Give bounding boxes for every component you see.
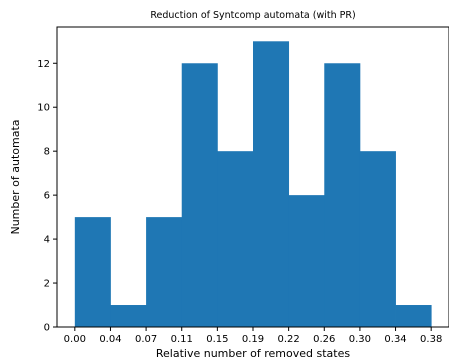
y-axis-title: Number of automata xyxy=(9,119,22,234)
bars-group xyxy=(74,41,432,327)
x-tick-label: 0.00 xyxy=(64,334,86,345)
y-tick-label: 12 xyxy=(37,59,50,70)
x-tick-label: 0.11 xyxy=(171,334,193,345)
x-tick-label: 0.07 xyxy=(135,334,157,345)
histogram-bar xyxy=(146,217,183,327)
x-tick-label: 0.26 xyxy=(313,334,335,345)
x-tick-label: 0.30 xyxy=(349,334,371,345)
histogram-bar xyxy=(74,217,111,327)
histogram-bar xyxy=(288,195,325,327)
x-tick-label: 0.34 xyxy=(384,334,406,345)
x-tick-label: 0.04 xyxy=(99,334,121,345)
x-tick-label: 0.38 xyxy=(420,334,442,345)
histogram-bar xyxy=(324,63,361,327)
y-tick-label: 0 xyxy=(44,323,50,334)
y-tick-label: 4 xyxy=(44,235,50,246)
chart-title: Reduction of Syntcomp automata (with PR) xyxy=(150,10,355,21)
x-tick-label: 0.15 xyxy=(206,334,228,345)
y-tick-label: 10 xyxy=(37,103,50,114)
histogram-bar xyxy=(110,305,147,327)
histogram-bar xyxy=(359,151,396,327)
y-tick-label: 8 xyxy=(44,147,50,158)
x-axis-title: Relative number of removed states xyxy=(156,347,350,360)
plot-frame xyxy=(56,26,449,328)
y-tick-label: 6 xyxy=(44,191,50,202)
x-tick-label: 0.19 xyxy=(242,334,264,345)
histogram-bar xyxy=(253,41,290,327)
y-ticks-group: 0 2 4 6 8 10 12 xyxy=(37,59,57,334)
histogram-bar xyxy=(395,305,432,327)
y-tick-label: 2 xyxy=(44,279,50,290)
x-tick-label: 0.22 xyxy=(278,334,300,345)
x-ticks-group: 0.00 0.04 0.07 0.11 0.15 0.19 0.22 0.26 0.30 0.34… xyxy=(64,327,442,345)
histogram-bar xyxy=(217,151,254,327)
histogram-bar xyxy=(181,63,218,327)
